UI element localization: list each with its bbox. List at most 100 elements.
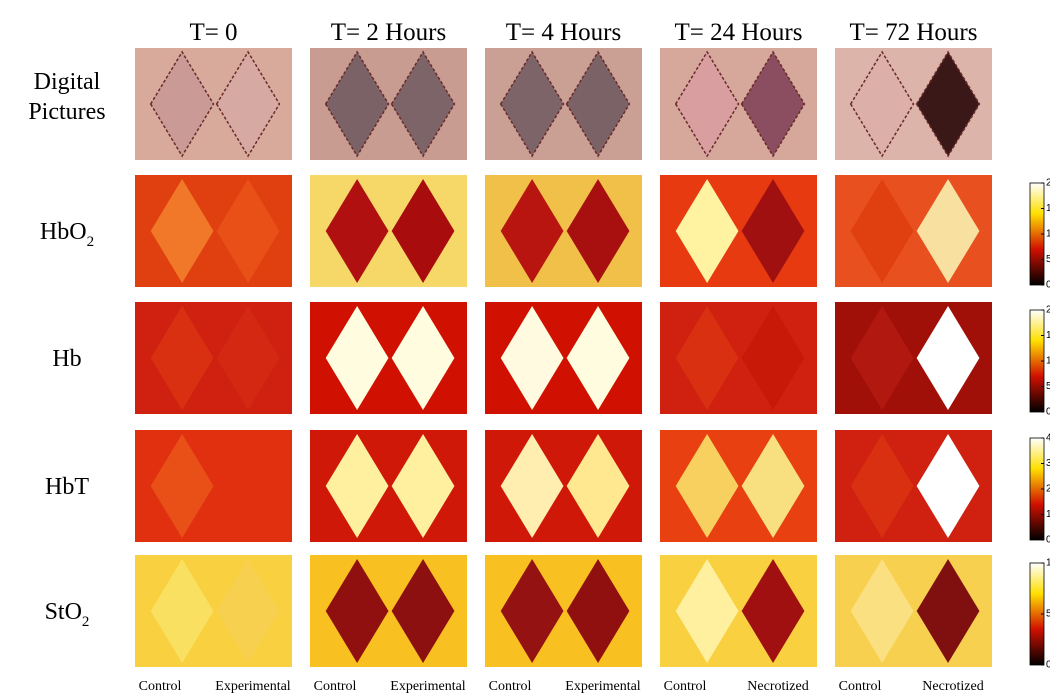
diamond-region — [850, 559, 914, 663]
diamond-region — [675, 559, 739, 663]
diamond-region — [149, 50, 215, 158]
image-cell — [135, 175, 292, 287]
image-cell — [135, 430, 292, 542]
image-cell — [310, 302, 467, 414]
image-cell — [310, 48, 467, 160]
image-cell — [660, 555, 817, 667]
diamond-region — [325, 434, 389, 538]
image-cell — [485, 48, 642, 160]
diamond-region — [916, 306, 980, 410]
colorbar-tick-label: 100 — [1046, 509, 1050, 520]
label-subscript: 2 — [87, 234, 95, 250]
diamond-region — [741, 306, 805, 410]
condition-label: Control — [664, 679, 707, 694]
image-cell — [485, 175, 642, 287]
diamond-region — [741, 434, 805, 538]
image-cell — [310, 555, 467, 667]
condition-label: Experimental — [390, 679, 466, 694]
image-cell — [310, 175, 467, 287]
condition-label: Experimental — [215, 679, 291, 694]
label-text: Hb — [52, 346, 81, 372]
label-subscript: 2 — [82, 614, 90, 630]
diamond-region — [390, 50, 456, 158]
image-cell — [835, 48, 992, 160]
colorbar-tick-label: 0 — [1046, 535, 1050, 546]
diamond-region — [216, 306, 280, 410]
image-cell — [135, 555, 292, 667]
colorbar-tick-label: 50 — [1046, 609, 1050, 620]
column-header: T= 2 Hours — [331, 19, 446, 46]
colorbar-tick-label: 150 — [1046, 203, 1050, 214]
condition-label: Control — [314, 679, 357, 694]
image-cell — [485, 555, 642, 667]
diamond-region — [916, 434, 980, 538]
diamond-region — [216, 434, 280, 538]
colorbar-tick-label: 400 — [1046, 433, 1050, 444]
label-text: HbT — [45, 474, 89, 500]
diamond-region — [500, 559, 564, 663]
diamond-region — [391, 559, 455, 663]
image-cell — [835, 175, 992, 287]
diamond-region — [150, 559, 214, 663]
diamond-region — [850, 434, 914, 538]
diamond-region — [391, 179, 455, 283]
colorbar-tick-label: 0 — [1046, 280, 1050, 291]
diamond-region — [150, 179, 214, 283]
colorbar-tick-label: 100 — [1046, 558, 1050, 569]
condition-label: Necrotized — [747, 679, 808, 694]
diamond-region — [566, 306, 630, 410]
diamond-region — [216, 179, 280, 283]
diamond-region — [566, 179, 630, 283]
diamond-region — [850, 306, 914, 410]
colorbar-tick-label: 0 — [1046, 407, 1050, 418]
diamond-region — [216, 559, 280, 663]
row-label: StO2 — [45, 599, 90, 630]
diamond-region — [391, 306, 455, 410]
image-cell — [660, 430, 817, 542]
image-cell — [660, 48, 817, 160]
diamond-region — [325, 306, 389, 410]
diamond-region — [674, 50, 740, 158]
condition-label: Control — [839, 679, 882, 694]
column-header: T= 0 — [189, 19, 237, 46]
diamond-region — [325, 179, 389, 283]
diamond-region — [849, 50, 915, 158]
image-cell — [660, 302, 817, 414]
diamond-region — [675, 434, 739, 538]
diamond-region — [500, 306, 564, 410]
image-cell — [835, 430, 992, 542]
diamond-region — [566, 434, 630, 538]
diamond-region — [741, 559, 805, 663]
diamond-region — [850, 179, 914, 283]
column-header: T= 24 Hours — [675, 19, 803, 46]
colorbar-tick-label: 50 — [1046, 381, 1050, 392]
colorbar-tick-label: 50 — [1046, 254, 1050, 265]
row-label: HbO2 — [40, 219, 94, 250]
label-text: HbO — [40, 219, 87, 245]
condition-label: Control — [489, 679, 532, 694]
colorbar-tick-label: 100 — [1046, 229, 1050, 240]
colorbar-tick-label: 300 — [1046, 458, 1050, 469]
diamond-region — [566, 559, 630, 663]
colorbar-tick-label: 100 — [1046, 356, 1050, 367]
image-cell — [485, 430, 642, 542]
column-header: T= 72 Hours — [850, 19, 978, 46]
row-label: Hb — [52, 346, 81, 372]
image-cell — [835, 555, 992, 667]
diamond-region — [391, 434, 455, 538]
diamond-region — [499, 50, 565, 158]
diamond-region — [916, 559, 980, 663]
colorbar-tick-label: 200 — [1046, 305, 1050, 316]
diamond-region — [740, 50, 806, 158]
image-cell — [310, 430, 467, 542]
condition-label: Necrotized — [922, 679, 983, 694]
colorbar-tick-label: 200 — [1046, 178, 1050, 189]
diamond-region — [500, 434, 564, 538]
diamond-region — [675, 179, 739, 283]
colorbar-tick-label: 200 — [1046, 484, 1050, 495]
diamond-region — [500, 179, 564, 283]
image-cell — [660, 175, 817, 287]
diamond-region — [565, 50, 631, 158]
